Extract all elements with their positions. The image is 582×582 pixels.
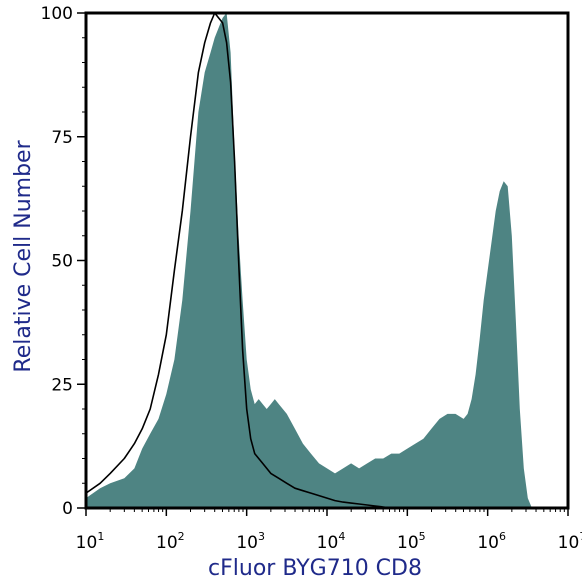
x-tick-label: 106 (477, 530, 506, 553)
y-tick-label: 100 (41, 4, 73, 24)
x-tick-label: 101 (76, 530, 105, 553)
y-tick-label: 75 (51, 128, 73, 148)
x-tick-label: 107 (558, 530, 582, 553)
y-axis-title: Relative Cell Number (11, 139, 36, 372)
y-tick-label: 50 (51, 252, 73, 272)
x-tick-label: 105 (397, 530, 426, 553)
y-axis-ticks: 0 25 50 75 100 (41, 4, 86, 519)
y-tick-label: 0 (62, 499, 73, 519)
x-axis-ticks: 101 102 103 104 105 106 107 (76, 508, 582, 553)
outline-histogram-series (85, 12, 392, 509)
filled-histogram-series (86, 13, 532, 508)
x-tick-label: 104 (317, 530, 346, 553)
x-axis-title: cFluor BYG710 CD8 (208, 556, 422, 581)
x-tick-label: 103 (236, 530, 265, 553)
outline-histogram-line (85, 12, 392, 509)
filled-histogram-area (86, 13, 532, 508)
x-tick-label: 102 (156, 530, 185, 553)
y-tick-label: 25 (51, 375, 73, 395)
